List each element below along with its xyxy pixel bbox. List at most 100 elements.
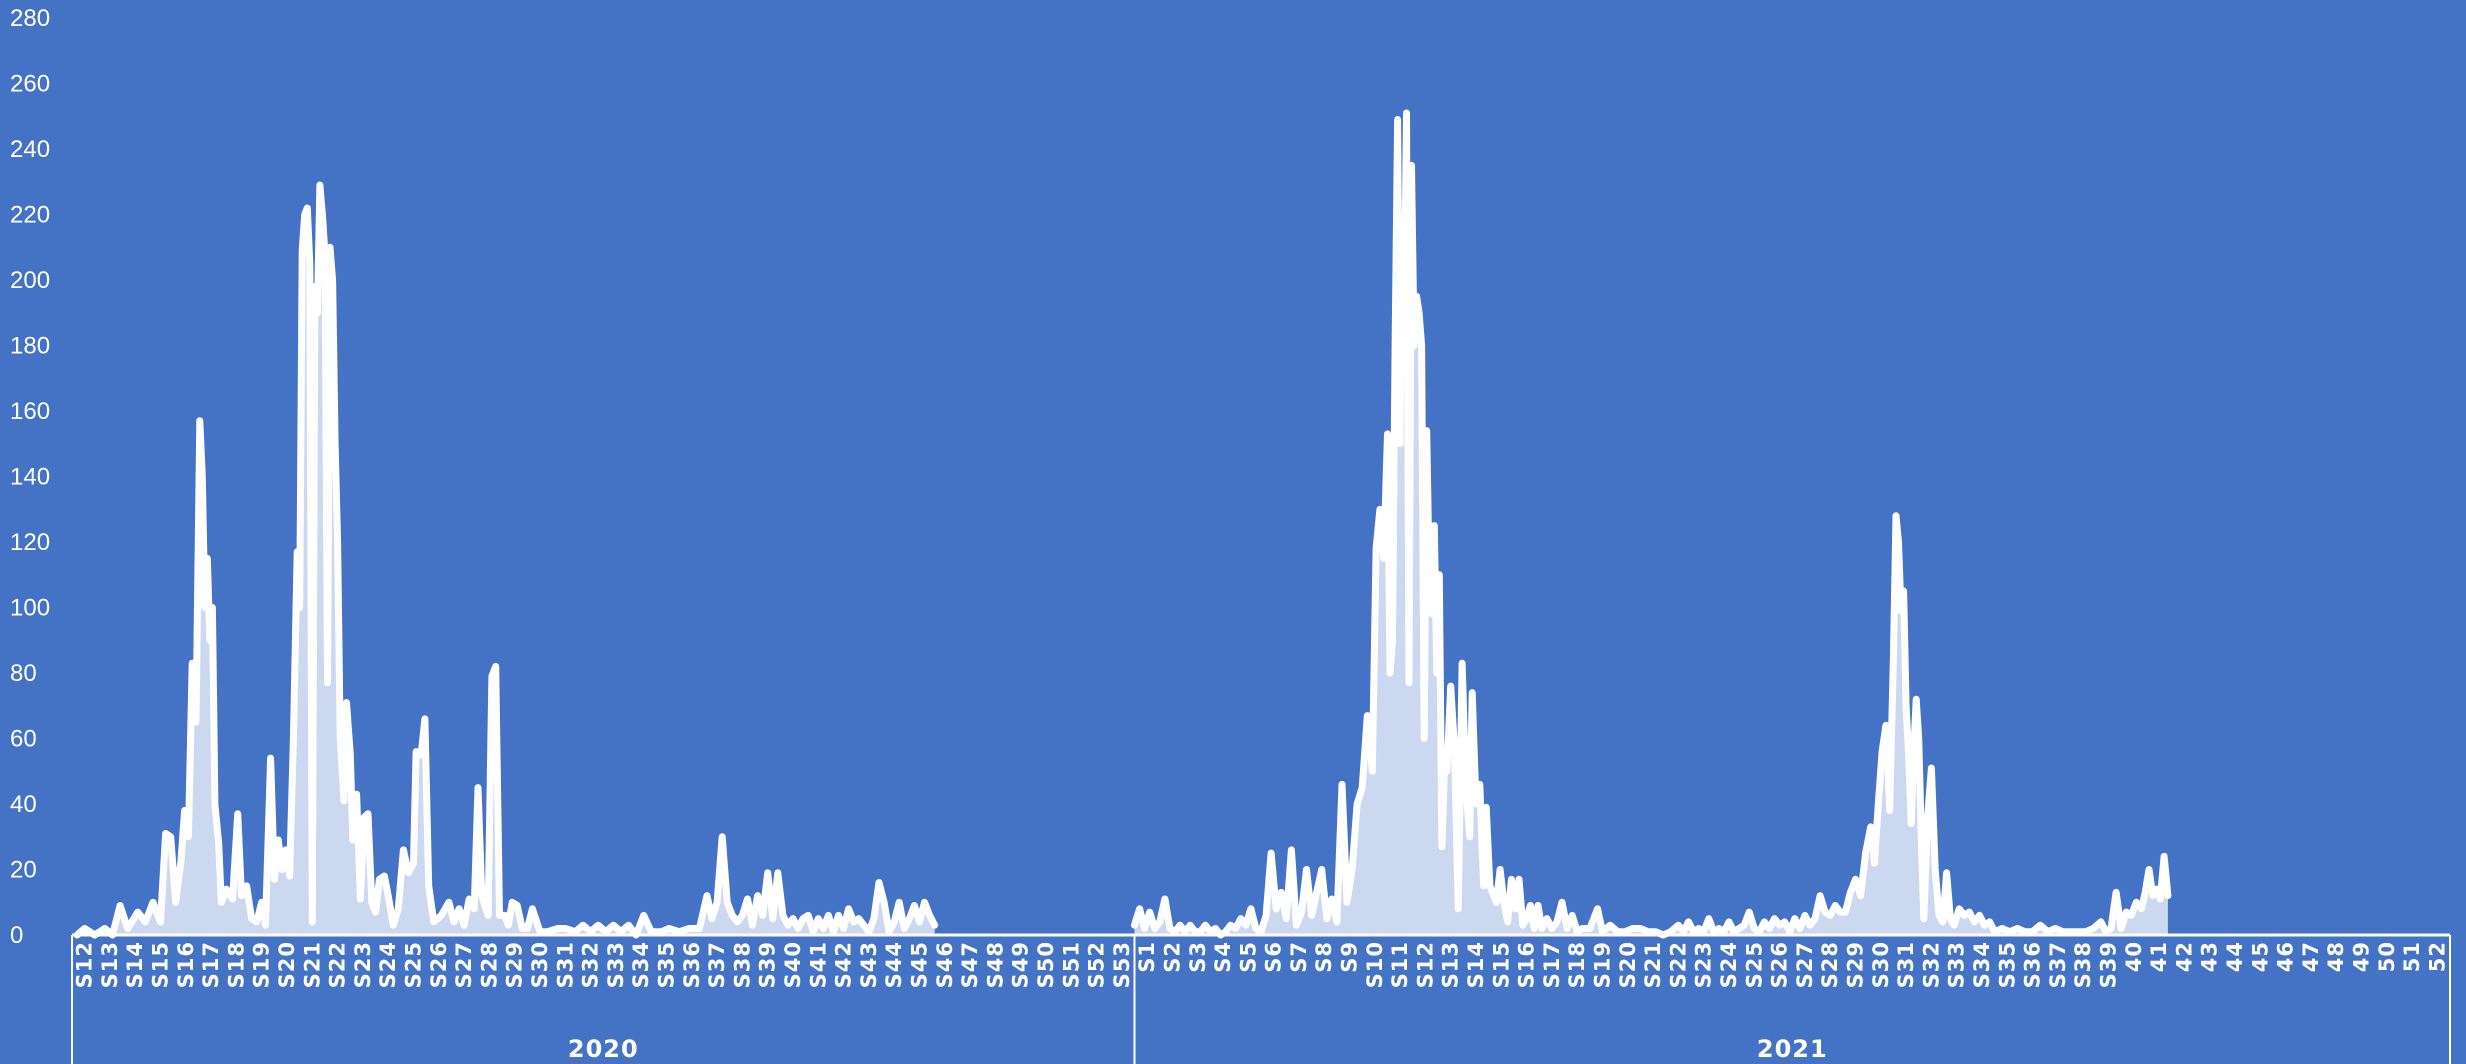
x-tick-label: S33 — [1945, 941, 1969, 988]
x-tick-label: 46 — [2274, 941, 2298, 972]
x-tick-label: S16 — [1515, 941, 1539, 988]
x-tick-label: 42 — [2172, 941, 2196, 972]
x-tick-label: 43 — [2198, 941, 2222, 972]
y-tick-label: 180 — [10, 333, 50, 360]
x-tick-label: S28 — [1818, 941, 1842, 988]
y-tick-label: 280 — [10, 5, 50, 32]
x-tick-label: S12 — [73, 941, 97, 988]
x-tick-label: S47 — [958, 941, 982, 988]
x-tick-label: 49 — [2350, 941, 2374, 972]
x-tick-label: S36 — [680, 941, 704, 988]
x-tick-label: S37 — [2046, 941, 2070, 988]
x-tick-label: S34 — [629, 941, 653, 988]
y-axis: 0 20 40 60 80 100 120 140 160 180 200 220 240 260 280 — [10, 5, 50, 949]
x-tick-label: S8 — [1312, 941, 1336, 973]
x-tick-label: S35 — [655, 941, 679, 988]
x-tick-label: S40 — [781, 941, 805, 988]
x-tick-label: S38 — [2071, 941, 2095, 988]
x-tick-label: S39 — [2097, 941, 2121, 988]
x-tick-label: S14 — [123, 941, 147, 988]
series-line-2020 — [73, 181, 939, 939]
x-tick-label: S45 — [908, 941, 932, 988]
series-area-2021 — [1134, 113, 2168, 935]
x-tick-label: S14 — [1464, 941, 1488, 988]
x-tick-label: S13 — [98, 941, 122, 988]
x-tick-label: S6 — [1262, 941, 1286, 973]
x-tick-label: S37 — [705, 941, 729, 988]
x-tick-label: S15 — [1489, 941, 1513, 988]
x-tick-label: S25 — [1742, 941, 1766, 988]
x-tick-label: S22 — [326, 941, 350, 988]
x-tick-label: S36 — [2021, 941, 2045, 988]
y-tick-label: 240 — [10, 136, 50, 163]
x-tick-label: S39 — [756, 941, 780, 988]
x-tick-label: S31 — [553, 941, 577, 988]
x-tick-label: S12 — [1413, 941, 1437, 988]
y-tick-label: 20 — [10, 857, 37, 884]
x-tick-label: S23 — [1692, 941, 1716, 988]
x-tick-label: S19 — [250, 941, 274, 988]
x-tick-label: S17 — [199, 941, 223, 988]
x-tick-label: S26 — [427, 941, 451, 988]
y-tick-label: 40 — [10, 791, 37, 818]
y-tick-label: 0 — [10, 922, 23, 949]
x-tick-label: 45 — [2248, 941, 2272, 972]
x-tick-label: S1 — [1135, 941, 1159, 973]
y-tick-label: 60 — [10, 726, 37, 753]
x-tick-label: 51 — [2400, 941, 2424, 972]
y-tick-label: 220 — [10, 202, 50, 229]
x-tick-label: S27 — [452, 941, 476, 988]
x-tick-label: S24 — [1717, 941, 1741, 988]
x-tick-label: S32 — [1919, 941, 1943, 988]
x-tick-label: S44 — [882, 941, 906, 988]
x-tick-label: S3 — [1186, 941, 1210, 973]
x-tick-label: S25 — [402, 941, 426, 988]
x-tick-label: S50 — [1034, 941, 1058, 988]
x-tick-label: S52 — [1085, 941, 1109, 988]
x-tick-label: S43 — [857, 941, 881, 988]
x-tick-label: S20 — [1616, 941, 1640, 988]
x-tick-label: S4 — [1211, 941, 1235, 973]
x-tick-label: S49 — [1009, 941, 1033, 988]
x-tick-label: 47 — [2299, 941, 2323, 972]
y-tick-label: 260 — [10, 71, 50, 98]
x-tick-label: S10 — [1363, 941, 1387, 988]
x-tick-label: S21 — [1641, 941, 1665, 988]
year-label-2021: 2021 — [1757, 1035, 1828, 1063]
x-tick-label: S22 — [1666, 941, 1690, 988]
x-tick-label: S23 — [351, 941, 375, 988]
x-tick-label: S27 — [1793, 941, 1817, 988]
x-tick-label: 44 — [2223, 941, 2247, 972]
x-tick-label: S53 — [1110, 941, 1134, 988]
y-tick-label: 140 — [10, 464, 50, 491]
x-tick-label: S2 — [1161, 941, 1185, 973]
x-tick-label: S32 — [579, 941, 603, 988]
y-tick-label: 200 — [10, 267, 50, 294]
x-tick-label: S20 — [275, 941, 299, 988]
x-tick-label: S13 — [1439, 941, 1463, 988]
x-tick-label: S41 — [806, 941, 830, 988]
x-tick-label: S17 — [1540, 941, 1564, 988]
x-tick-label: S16 — [174, 941, 198, 988]
series-fills — [77, 113, 2168, 935]
y-tick-label: 160 — [10, 398, 50, 425]
series-lines — [73, 109, 2172, 939]
x-tick-label: S31 — [1894, 941, 1918, 988]
y-tick-label: 100 — [10, 595, 50, 622]
x-tick-label: S30 — [1869, 941, 1893, 988]
x-tick-label: 40 — [2122, 941, 2146, 972]
y-tick-label: 80 — [10, 660, 37, 687]
x-axis: S12 S13 S14 S15 S16 S17 S18 S19 S20 S21 S22 S23 S24 S… — [71, 933, 2451, 1064]
x-tick-label: S34 — [1970, 941, 1994, 988]
x-tick-label: S26 — [1768, 941, 1792, 988]
x-tick-label: S7 — [1287, 941, 1311, 973]
x-tick-label: S46 — [933, 941, 957, 988]
x-tick-label: S19 — [1591, 941, 1615, 988]
x-tick-label: S15 — [149, 941, 173, 988]
x-tick-label: S33 — [604, 941, 628, 988]
x-tick-label: 50 — [2375, 941, 2399, 972]
x-tick-label: S24 — [376, 941, 400, 988]
x-tick-label: S38 — [730, 941, 754, 988]
x-tick-label: S9 — [1338, 941, 1362, 973]
